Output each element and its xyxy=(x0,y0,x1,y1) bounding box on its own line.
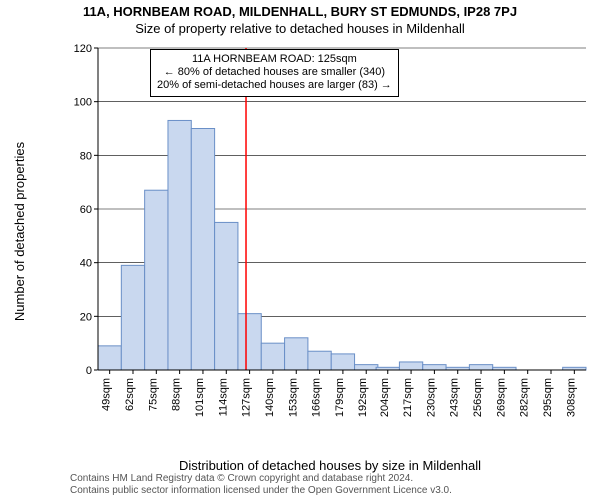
svg-text:0: 0 xyxy=(86,365,92,377)
svg-text:101sqm: 101sqm xyxy=(194,378,206,417)
svg-text:256sqm: 256sqm xyxy=(472,378,484,417)
svg-text:62sqm: 62sqm xyxy=(124,378,136,411)
x-axis-label: Distribution of detached houses by size … xyxy=(70,458,590,473)
svg-text:120: 120 xyxy=(74,44,92,55)
annotation-line1: 11A HORNBEAM ROAD: 125sqm xyxy=(157,53,392,66)
y-axis-label-wrap: Number of detached properties xyxy=(10,44,30,418)
svg-text:179sqm: 179sqm xyxy=(334,378,346,417)
svg-text:75sqm: 75sqm xyxy=(147,378,159,411)
annotation-line3: 20% of semi-detached houses are larger (… xyxy=(157,79,392,92)
svg-text:204sqm: 204sqm xyxy=(379,378,391,417)
footer-line1: Contains HM Land Registry data © Crown c… xyxy=(70,473,452,485)
svg-text:60: 60 xyxy=(80,204,92,216)
svg-text:230sqm: 230sqm xyxy=(425,378,437,417)
svg-text:88sqm: 88sqm xyxy=(171,378,183,411)
svg-text:192sqm: 192sqm xyxy=(357,378,369,417)
svg-text:217sqm: 217sqm xyxy=(402,378,414,417)
svg-text:100: 100 xyxy=(74,97,92,109)
svg-text:49sqm: 49sqm xyxy=(101,378,113,411)
svg-text:127sqm: 127sqm xyxy=(241,378,253,417)
svg-text:40: 40 xyxy=(80,258,92,270)
svg-text:20: 20 xyxy=(80,311,92,323)
page-title-line1: 11A, HORNBEAM ROAD, MILDENHALL, BURY ST … xyxy=(0,0,600,19)
footer-line2: Contains public sector information licen… xyxy=(70,485,452,497)
svg-text:269sqm: 269sqm xyxy=(495,378,507,417)
svg-text:166sqm: 166sqm xyxy=(311,378,323,417)
svg-text:282sqm: 282sqm xyxy=(519,378,531,417)
histogram-chart: 0 20 40 60 80 100 120 49sqm 62sqm 75sqm 88sqm 101sq… xyxy=(70,44,590,418)
histogram-svg: 0 20 40 60 80 100 120 49sqm 62sqm 75sqm 88sqm 101sq… xyxy=(70,44,590,418)
svg-text:153sqm: 153sqm xyxy=(287,378,299,417)
svg-text:140sqm: 140sqm xyxy=(264,378,276,417)
page-title-line2: Size of property relative to detached ho… xyxy=(0,19,600,36)
svg-text:308sqm: 308sqm xyxy=(565,378,577,417)
annotation-line2: ← 80% of detached houses are smaller (34… xyxy=(157,66,392,79)
svg-text:243sqm: 243sqm xyxy=(449,378,461,417)
svg-text:80: 80 xyxy=(80,150,92,162)
annotation-box: 11A HORNBEAM ROAD: 125sqm ← 80% of detac… xyxy=(150,49,399,97)
svg-text:114sqm: 114sqm xyxy=(217,378,229,416)
y-axis-label: Number of detached properties xyxy=(13,141,28,320)
svg-text:295sqm: 295sqm xyxy=(542,378,554,417)
footer-attribution: Contains HM Land Registry data © Crown c… xyxy=(70,473,452,496)
